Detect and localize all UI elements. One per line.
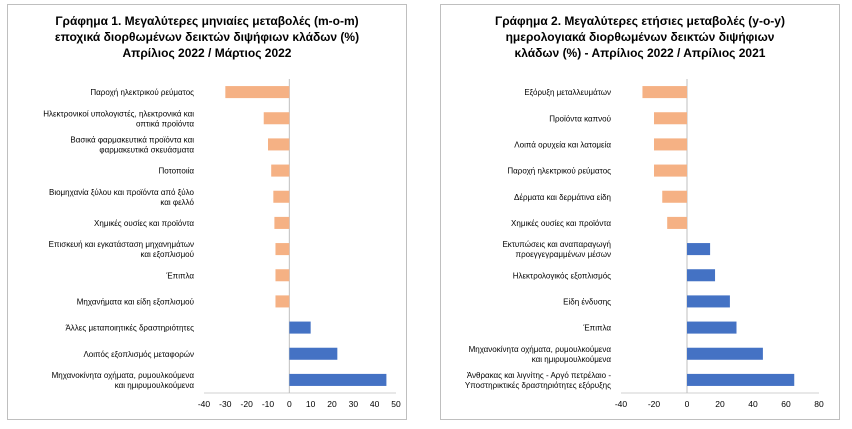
chart-title-line-2: εποχικά διορθωμένων δεικτών διψήφιων κλά… xyxy=(54,30,360,44)
category-label: Παροχή ηλεκτρικού ρεύματος xyxy=(507,167,611,176)
bar xyxy=(687,243,711,256)
category-label: Είδη ένδυσης xyxy=(563,297,611,306)
x-tick-label: -20 xyxy=(241,399,254,409)
category-label: Δέρματα και δερμάτινα είδη xyxy=(514,193,611,202)
bar xyxy=(687,373,795,386)
x-tick-label: -20 xyxy=(648,399,661,409)
bar xyxy=(225,86,290,99)
bar xyxy=(654,112,687,125)
category-label: Χημικές ουσίες και προϊόντα xyxy=(94,219,194,228)
bar xyxy=(662,190,687,203)
category-label: Εκτυπώσεις και αναπαραγωγή xyxy=(502,240,611,249)
bar-chart-annual: -40 -20 0 20 40 60 80 Εξόρυξη μεταλλευμάτων Προϊ… xyxy=(465,79,824,409)
x-tick-label: 50 xyxy=(391,399,401,409)
category-label: και ημιρυμουλκούμενα xyxy=(532,355,612,364)
bar xyxy=(275,269,290,282)
chart-panel-annual: Γράφημα 2. Μεγαλύτερες ετήσιες μεταβολές… xyxy=(440,4,840,420)
bar xyxy=(271,164,290,177)
bar xyxy=(275,243,290,256)
category-label: οπτικά προϊόντα xyxy=(136,119,194,128)
x-tick-label: 20 xyxy=(715,399,725,409)
bar xyxy=(687,347,763,360)
x-tick-label: 60 xyxy=(781,399,791,409)
category-label: Χημικές ουσίες και προϊόντα xyxy=(511,219,611,228)
x-tick-label: 0 xyxy=(685,399,690,409)
category-label: Έπιπλα xyxy=(582,324,611,333)
bar xyxy=(289,373,387,386)
category-label: Βασικά φαρμακευτικά προϊόντα και xyxy=(70,135,194,144)
bar xyxy=(667,216,687,229)
bar xyxy=(642,86,687,99)
chart-title-line-1: Γράφημα 2. Μεγαλύτερες ετήσιες μεταβολές… xyxy=(495,14,785,28)
bar xyxy=(654,138,687,151)
category-label: Άνθρακας και λιγνίτης - Αργό πετρέλαιο - xyxy=(467,371,612,380)
category-label: Ηλεκτρολογικός εξοπλισμός xyxy=(513,271,611,280)
bar-chart-monthly: -40 -30 -20 -10 0 10 20 30 40 50 Παροχή ηλεκτρικού… xyxy=(43,79,401,409)
bar xyxy=(687,269,716,282)
chart-title: Γράφημα 2. Μεγαλύτερες ετήσιες μεταβολές… xyxy=(441,13,839,61)
bar xyxy=(654,164,687,177)
category-label: Άλλες μεταποιητικές δραστηριότητες xyxy=(65,324,194,333)
category-label: Επισκευή και εγκατάσταση μηχανημάτων xyxy=(49,240,194,249)
x-tick-label: 80 xyxy=(814,399,824,409)
bar xyxy=(263,112,290,125)
category-label: Εξόρυξη μεταλλευμάτων xyxy=(524,88,611,97)
category-label: Παροχή ηλεκτρικού ρεύματος xyxy=(90,88,194,97)
chart-title-line-3: κλάδων (%) - Απρίλιος 2022 / Απρίλιος 20… xyxy=(514,46,766,60)
x-tick-label: 0 xyxy=(287,399,292,409)
category-label: Λοιπός εξοπλισμός μεταφορών xyxy=(83,350,194,359)
category-label: Ποτοποιία xyxy=(158,167,194,176)
x-tick-label: 20 xyxy=(327,399,337,409)
x-tick-label: 40 xyxy=(748,399,758,409)
bar xyxy=(687,295,730,308)
chart-title-line-1: Γράφημα 1. Μεγαλύτερες μηνιαίες μεταβολέ… xyxy=(55,14,359,28)
category-label: και ημιρυμουλκούμενα xyxy=(115,381,195,390)
category-label: Μηχανήματα και είδη εξοπλισμού xyxy=(77,297,194,306)
chart-title-line-3: Απρίλιος 2022 / Μάρτιος 2022 xyxy=(122,46,292,60)
category-label: και εξοπλισμού xyxy=(141,250,194,259)
x-tick-label: -10 xyxy=(262,399,275,409)
x-tick-label: 40 xyxy=(370,399,380,409)
category-label: Λοιπά ορυχεία και λατομεία xyxy=(514,140,611,149)
x-tick-label: 10 xyxy=(306,399,316,409)
category-label: Υποστηρικτικές δραστηριότητες εξόρυξης xyxy=(465,381,611,390)
bar xyxy=(268,138,290,151)
chart-title: Γράφημα 1. Μεγαλύτερες μηνιαίες μεταβολέ… xyxy=(8,13,406,61)
bar xyxy=(289,321,311,334)
chart-title-line-2: ημερολογιακά διορθωμένων δεικτών διψήφιω… xyxy=(505,30,775,44)
category-label: Μηχανοκίνητα οχήματα, ρυμουλκούμενα xyxy=(52,371,195,380)
x-tick-label: 30 xyxy=(349,399,359,409)
category-label: Μηχανοκίνητα οχήματα, ρυμουλκούμενα xyxy=(469,345,612,354)
category-label: Βιομηχανία ξύλου και προϊόντα από ξύλο xyxy=(49,188,195,197)
category-label: προεγγεγραμμένων μέσων xyxy=(516,250,611,259)
bar xyxy=(275,295,290,308)
chart-panel-monthly: Γράφημα 1. Μεγαλύτερες μηνιαίες μεταβολέ… xyxy=(7,4,407,420)
x-tick-label: -40 xyxy=(198,399,211,409)
x-tick-label: -30 xyxy=(219,399,232,409)
category-label: Ηλεκτρονικοί υπολογιστές, ηλεκτρονικά κα… xyxy=(43,109,194,118)
category-label: και φελλό xyxy=(160,198,194,207)
bar xyxy=(289,347,338,360)
bar xyxy=(687,321,737,334)
category-label: Προϊόντα καπνού xyxy=(549,114,611,123)
category-label: φαρμακευτικά σκευάσματα xyxy=(99,145,194,154)
category-label: Έπιπλα xyxy=(165,271,194,280)
bar xyxy=(273,190,290,203)
bar xyxy=(274,216,290,229)
x-tick-label: -40 xyxy=(615,399,628,409)
